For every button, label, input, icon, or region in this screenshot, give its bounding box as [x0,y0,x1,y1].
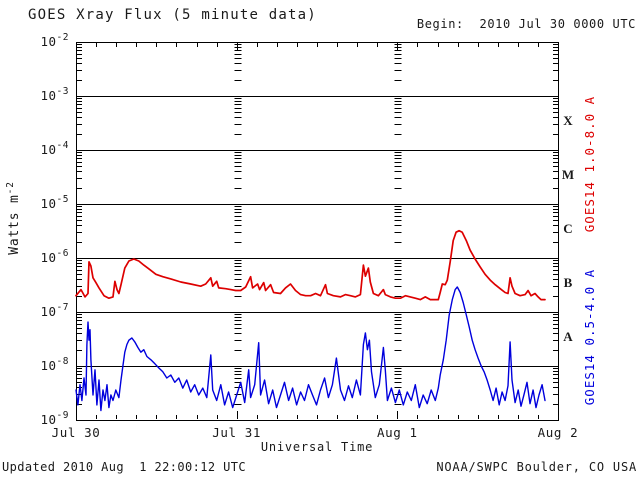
begin-timestamp: Begin: 2010 Jul 30 0000 UTC [416,17,636,31]
grid-lines [76,44,558,405]
series-labels: GOES14 1.0-8.0 A GOES14 0.5-4.0 A [582,96,597,405]
source-credit: NOAA/SWPC Boulder, CO USA [436,460,637,474]
y-tick-label: 10-5 [40,194,69,211]
axes [76,42,559,421]
flare-class-letter: X [563,113,573,128]
x-tick-label: Aug 2 [538,425,579,440]
x-tick-label: Jul 30 [52,425,101,440]
y-tick-label: 10-3 [40,86,69,103]
axis-ticks [76,43,559,419]
y-tick-label: 10-8 [40,356,69,373]
chart-title: GOES Xray Flux (5 minute data) [28,7,317,23]
y-tick-label: 10-6 [40,248,69,265]
long-channel-label: GOES14 1.0-8.0 A [582,96,597,232]
x-tick-label: Aug 1 [377,425,418,440]
y-tick-label: 10-7 [40,302,69,319]
flare-class-letter: B [564,275,573,290]
flare-class-scale: X M C B A [562,113,574,344]
x-axis-title: Universal Time [260,440,374,454]
y-tick-label: 10-2 [40,32,69,49]
data-series [75,229,546,412]
short-channel-trace [75,286,546,412]
flare-class-letter: A [563,329,573,344]
flare-class-letter: C [563,221,572,236]
long-channel-trace [75,229,546,301]
x-tick-label: Jul 31 [212,425,261,440]
flare-class-letter: M [562,167,574,182]
updated-timestamp: Updated 2010 Aug 1 22:00:12 UTC [2,460,246,474]
y-axis-title: Watts m-2 [5,181,22,254]
y-tick-label: 10-4 [40,140,69,157]
short-channel-label: GOES14 0.5-4.0 A [582,269,597,405]
